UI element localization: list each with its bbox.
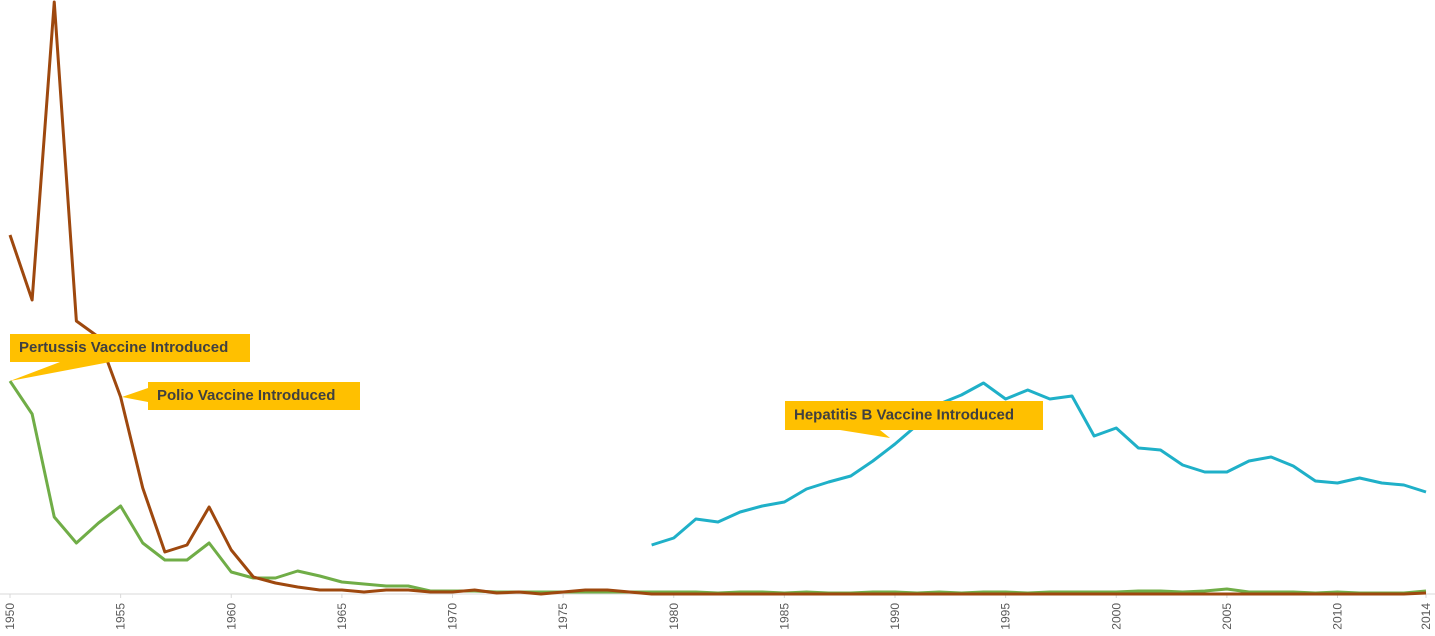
series-line [651,381,1427,547]
x-tick-label: 1950 [3,603,17,630]
x-tick-label: 1990 [888,603,902,630]
x-tick-label: 1975 [556,603,570,630]
x-tick-label: 1965 [335,603,349,630]
callout-box [785,401,1043,430]
callout-box [10,334,250,362]
callout-tail [840,430,890,438]
x-tick-label: 1985 [777,603,791,630]
callout-tail [10,362,110,381]
annotation: Pertussis Vaccine Introduced [19,339,228,356]
series-line [8,0,1427,596]
x-tick-label: 2005 [1220,603,1234,630]
annotation: Polio Vaccine Introduced [157,387,335,404]
x-tick-label: 1995 [999,603,1013,630]
series-line [8,380,1427,595]
x-tick-label: 1955 [114,603,128,630]
x-tick-label: 1970 [446,603,460,630]
callout-box [148,382,360,410]
annotation: Hepatitis B Vaccine Introduced [794,406,1014,423]
x-tick-label: 2010 [1331,603,1345,630]
callout-tail [122,388,148,402]
x-tick-label: 1960 [224,603,238,630]
x-tick-label: 1980 [667,603,681,630]
x-tick-label: 2014 [1419,603,1433,630]
x-tick-label: 2000 [1109,603,1123,630]
